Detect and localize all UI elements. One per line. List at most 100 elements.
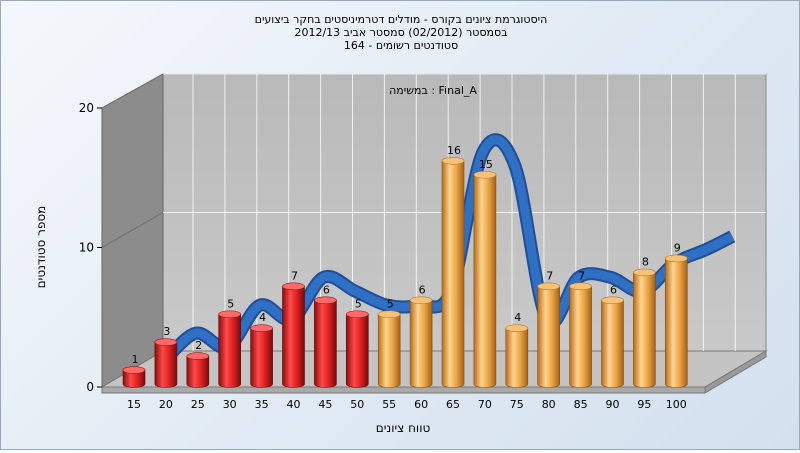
bar-body-35 xyxy=(250,327,273,388)
chart-title-line-2: בסמסטר (02/2012) סמסטר אביב 2012/13 xyxy=(294,26,507,39)
x-tick-label-85: 85 xyxy=(574,398,588,411)
bar-25 xyxy=(186,352,210,388)
bar-top-35 xyxy=(250,324,273,333)
bar-top-95 xyxy=(633,268,656,277)
y-axis-label: מספר סטודנטים xyxy=(34,206,48,289)
bar-body-30 xyxy=(218,313,241,388)
x-tick-label-90: 90 xyxy=(606,398,620,411)
x-tick-label-75: 75 xyxy=(510,398,524,411)
bar-body-40 xyxy=(282,286,305,388)
data-label-40: 7 xyxy=(291,269,298,282)
x-tick-label-80: 80 xyxy=(542,398,556,411)
x-tick-label-45: 45 xyxy=(318,398,332,411)
data-label-60: 6 xyxy=(419,283,426,296)
bar-75 xyxy=(505,324,529,388)
data-label-85: 7 xyxy=(578,269,585,282)
bar-top-75 xyxy=(505,324,529,333)
bar-top-30 xyxy=(218,310,241,319)
x-tick-label-15: 15 xyxy=(127,398,141,411)
bar-body-70 xyxy=(473,174,497,388)
bar-body-25 xyxy=(186,355,210,388)
bar-top-25 xyxy=(186,352,210,360)
grid-line-side-2 xyxy=(101,73,164,109)
bar-90 xyxy=(601,296,624,388)
bar-top-90 xyxy=(601,296,624,305)
data-label-100: 9 xyxy=(674,241,681,254)
y-tick-label-10: 10 xyxy=(79,241,94,255)
grid-line-side-1 xyxy=(101,212,164,248)
chart-title-line-3: 164 - סטודנטים רשומים xyxy=(344,39,458,52)
bar-40 xyxy=(282,282,305,388)
bar-body-85 xyxy=(569,286,592,388)
data-label-75: 4 xyxy=(514,311,521,324)
data-label-15: 1 xyxy=(132,353,139,366)
data-label-45: 6 xyxy=(323,283,330,296)
bar-top-55 xyxy=(377,310,401,319)
x-tick-label-25: 25 xyxy=(191,398,205,411)
y-tick-label-20: 20 xyxy=(79,101,94,115)
x-tick-label-40: 40 xyxy=(287,398,301,411)
data-label-95: 8 xyxy=(642,255,649,268)
data-label-80: 7 xyxy=(546,269,553,282)
bar-body-15 xyxy=(122,369,146,388)
bar-top-50 xyxy=(345,310,369,319)
bar-top-20 xyxy=(154,338,178,346)
x-tick-label-20: 20 xyxy=(159,398,173,411)
bars-group xyxy=(122,157,688,388)
bar-95 xyxy=(633,268,656,388)
x-tick-label-95: 95 xyxy=(637,398,651,411)
y-ticks-group: 0 10 20 xyxy=(79,101,102,394)
bar-body-20 xyxy=(154,341,178,388)
data-labels-group: 1 3 2 5 4 7 6 5 5 6 16 15 4 7 7 6 8 9 xyxy=(132,144,681,366)
bar-45 xyxy=(314,296,337,388)
bar-60 xyxy=(409,296,433,388)
bar-top-85 xyxy=(569,282,592,291)
chart-front-edge xyxy=(101,386,706,394)
bar-body-80 xyxy=(537,286,560,388)
bar-body-65 xyxy=(441,160,465,388)
x-tick-label-65: 65 xyxy=(446,398,460,411)
bar-top-40 xyxy=(282,282,305,291)
bar-35 xyxy=(250,324,273,388)
bar-body-100 xyxy=(665,258,688,388)
bar-80 xyxy=(537,282,561,388)
bar-70 xyxy=(473,170,497,388)
bar-top-100 xyxy=(664,254,688,263)
bar-body-45 xyxy=(314,300,337,388)
chart-title-line-1: היסטוגרמת ציונים בקורס - מודלים דטרמיניס… xyxy=(255,13,548,26)
data-label-90: 6 xyxy=(610,283,617,296)
bar-body-55 xyxy=(377,313,401,388)
x-tick-label-60: 60 xyxy=(414,398,428,411)
x-tick-label-30: 30 xyxy=(223,398,237,411)
bar-20 xyxy=(154,338,178,388)
data-label-30: 5 xyxy=(227,297,234,310)
chart-annotation: במשימה : Final_A xyxy=(389,84,477,97)
y-tick-label-0: 0 xyxy=(86,380,94,394)
bar-body-60 xyxy=(409,300,433,388)
bar-top-70 xyxy=(473,170,497,179)
x-ticks-group: 15 20 25 30 35 40 45 50 55 60 65 70 75 80 85 90 95 100 xyxy=(127,398,687,411)
x-tick-label-100: 100 xyxy=(666,398,687,411)
bar-85 xyxy=(569,282,592,388)
bar-top-65 xyxy=(441,157,465,165)
bar-50 xyxy=(345,310,369,388)
bar-15 xyxy=(122,366,146,388)
bar-65 xyxy=(441,157,465,388)
data-label-65: 16 xyxy=(447,144,461,157)
data-label-35: 4 xyxy=(259,311,266,324)
data-label-70: 15 xyxy=(479,158,493,171)
x-tick-label-35: 35 xyxy=(255,398,269,411)
x-axis-label: טווח ציונים xyxy=(376,421,431,435)
bar-top-60 xyxy=(409,296,433,305)
bar-body-95 xyxy=(633,272,656,388)
data-label-50: 5 xyxy=(355,297,362,310)
bar-top-45 xyxy=(314,296,337,305)
bar-30 xyxy=(218,310,241,388)
bar-55 xyxy=(377,310,401,388)
data-label-25: 2 xyxy=(195,339,202,352)
data-label-55: 5 xyxy=(387,297,394,310)
bar-body-75 xyxy=(505,327,529,388)
bar-top-15 xyxy=(122,366,146,374)
